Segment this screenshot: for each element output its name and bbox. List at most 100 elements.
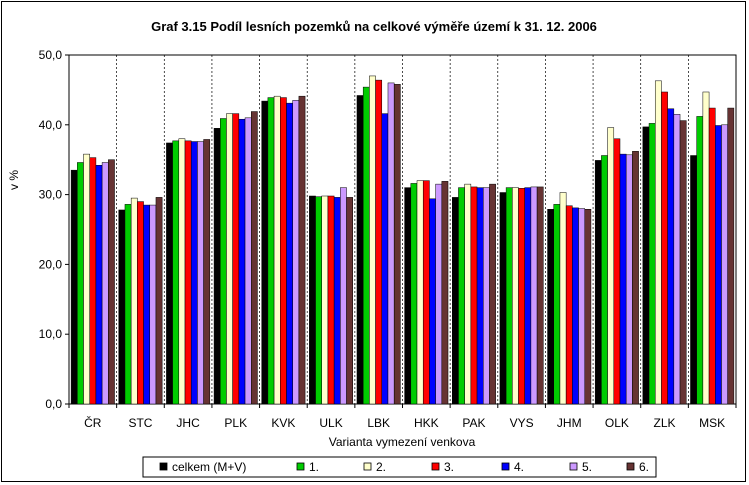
- bar-ZLK-series-5: [667, 108, 675, 405]
- y-tick-label: 20,0: [39, 257, 63, 271]
- bar-JHC-series-1: [166, 142, 173, 405]
- bar-PLK-series-3: [226, 113, 233, 405]
- bar-MSK-series-5: [715, 125, 722, 405]
- bar-OLK-series-5: [619, 153, 627, 405]
- bar-JHC-series-7: [203, 139, 211, 405]
- bar-OLK-series-1: [594, 160, 602, 405]
- bar-LBK-series-1: [356, 95, 364, 405]
- bar-KVK-series-5: [286, 102, 293, 405]
- x-tick-label: PAK: [462, 416, 485, 430]
- bar-ZLK-series-3: [654, 80, 662, 405]
- bar-LBK-series-4: [375, 79, 383, 405]
- bar-OLK-series-6: [625, 154, 633, 405]
- bar-HKK-series-3: [416, 180, 424, 405]
- legend-swatch: [363, 462, 372, 471]
- bar-JHC-series-3: [178, 138, 186, 405]
- bar-PAK-series-4: [470, 186, 478, 405]
- bar-ČR-series-7: [108, 159, 115, 405]
- bar-KVK-series-6: [292, 100, 300, 405]
- x-tick-label: LBK: [367, 416, 390, 430]
- bar-LBK-series-2: [362, 86, 370, 405]
- bar-LBK-series-5: [381, 113, 389, 405]
- bar-KVK-series-4: [280, 97, 287, 405]
- bar-VYS-series-4: [518, 188, 525, 405]
- bar-OLK-series-2: [601, 155, 608, 405]
- bar-LBK-series-6: [387, 82, 395, 405]
- bar-ULK-series-7: [346, 197, 353, 405]
- bar-JHC-series-5: [190, 141, 198, 405]
- x-tick-label: ULK: [319, 416, 342, 430]
- bar-STC-series-4: [137, 201, 144, 405]
- bar-ULK-series-2: [315, 196, 322, 405]
- bar-JHC-series-2: [172, 140, 180, 405]
- bar-OLK-series-3: [607, 127, 615, 405]
- legend-swatch: [569, 462, 578, 471]
- y-tick-label: 40,0: [39, 118, 63, 132]
- bar-PLK-series-7: [251, 111, 258, 405]
- legend-swatch: [431, 462, 440, 471]
- y-axis-label: v %: [7, 170, 21, 190]
- bar-PLK-series-1: [213, 128, 221, 405]
- legend-label: 1.: [309, 460, 319, 474]
- x-tick-label: ZLK: [654, 416, 676, 430]
- bar-LBK-series-7: [393, 84, 401, 405]
- bar-ULK-series-6: [340, 187, 347, 405]
- bar-JHM-series-5: [572, 207, 579, 405]
- bar-JHM-series-2: [553, 204, 561, 405]
- x-tick-label: KVK: [271, 416, 295, 430]
- bar-PAK-series-5: [476, 187, 484, 405]
- bar-VYS-series-6: [530, 186, 538, 405]
- bar-JHM-series-4: [565, 205, 573, 405]
- x-tick-label: MSK: [699, 416, 725, 430]
- bar-STC-series-2: [124, 204, 132, 405]
- bar-MSK-series-4: [708, 107, 716, 405]
- y-tick-label: 10,0: [39, 327, 63, 341]
- bar-ZLK-series-4: [661, 91, 668, 405]
- bar-JHC-series-6: [197, 141, 204, 405]
- bars: [70, 75, 735, 405]
- bar-ČR-series-3: [83, 153, 90, 405]
- bar-PLK-series-4: [232, 113, 240, 405]
- bar-MSK-series-6: [721, 124, 728, 405]
- bar-VYS-series-2: [505, 187, 513, 405]
- bar-KVK-series-7: [298, 95, 306, 405]
- bar-PLK-series-2: [220, 118, 227, 405]
- y-tick-label: 0,0: [45, 397, 62, 411]
- legend-swatch: [501, 462, 510, 471]
- bar-STC-series-6: [149, 204, 157, 405]
- x-tick-label: HKK: [414, 416, 439, 430]
- bar-JHM-series-1: [547, 209, 554, 405]
- bar-ULK-series-1: [309, 195, 316, 405]
- bar-ČR-series-2: [77, 162, 84, 405]
- legend-swatch: [626, 462, 635, 471]
- bar-VYS-series-3: [512, 187, 519, 405]
- bar-STC-series-3: [130, 197, 138, 405]
- bar-PLK-series-6: [244, 117, 252, 405]
- bar-STC-series-5: [143, 204, 151, 405]
- bar-JHM-series-3: [559, 192, 567, 405]
- legend-label: 2.: [376, 460, 386, 474]
- bar-ULK-series-3: [321, 195, 329, 405]
- bar-ZLK-series-6: [673, 114, 681, 405]
- chart-title: Graf 3.15 Podíl lesních pozemků na celko…: [151, 19, 597, 34]
- bar-VYS-series-1: [499, 192, 507, 405]
- y-axis: 0,0 10,0 20,0 30,0 40,0 50,0: [39, 48, 69, 411]
- bar-JHM-series-6: [578, 208, 585, 405]
- bar-MSK-series-3: [702, 91, 710, 405]
- bar-STC-series-1: [118, 209, 126, 405]
- bar-ULK-series-4: [327, 195, 335, 405]
- bar-HKK-series-4: [422, 180, 430, 405]
- bar-MSK-series-1: [690, 155, 697, 405]
- bar-HKK-series-6: [435, 183, 443, 405]
- x-tick-label: STC: [128, 416, 152, 430]
- bar-HKK-series-1: [404, 187, 412, 405]
- bar-ZLK-series-7: [679, 120, 687, 405]
- legend-swatch: [296, 462, 305, 471]
- bar-ZLK-series-2: [648, 123, 656, 405]
- bar-JHM-series-7: [584, 209, 592, 405]
- bar-KVK-series-2: [267, 97, 275, 405]
- legend-swatch: [159, 462, 168, 471]
- x-tick-label: JHM: [557, 416, 582, 430]
- bar-STC-series-7: [155, 197, 163, 405]
- bar-VYS-series-7: [536, 186, 544, 405]
